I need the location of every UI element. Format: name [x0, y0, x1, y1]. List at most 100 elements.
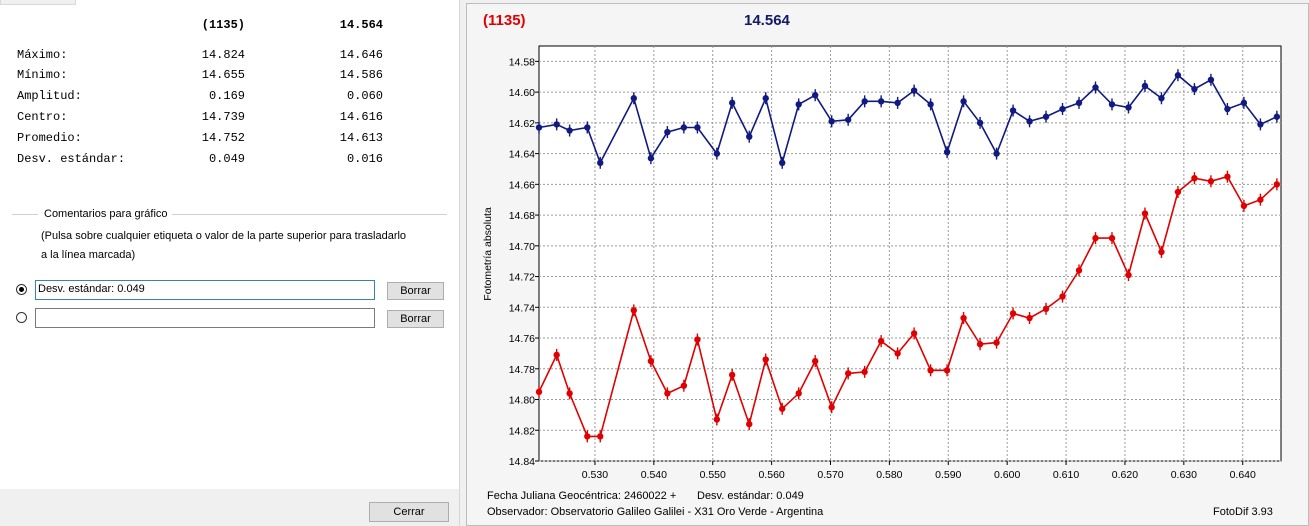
series-1-point	[566, 127, 573, 134]
close-button[interactable]: Cerrar	[369, 502, 449, 522]
stats-header-series-2[interactable]: 14.564	[339, 18, 383, 32]
comment-1-radio[interactable]	[16, 284, 27, 295]
comment-1-input[interactable]: Desv. estándar: 0.049	[35, 280, 375, 300]
comment-2-input[interactable]	[35, 308, 375, 328]
y-tick-label: 14.74	[509, 302, 535, 314]
stats-label-promedio[interactable]: Promedio:	[17, 131, 82, 145]
stats-value-promedio-1[interactable]: 14.752	[201, 131, 245, 145]
series-2-point	[1240, 202, 1248, 210]
series-1-point	[1108, 101, 1116, 108]
stats-header-series-1[interactable]: (1135)	[201, 18, 245, 32]
comment-2-radio[interactable]	[16, 312, 27, 323]
stats-value-desv-1[interactable]: 0.049	[208, 152, 245, 166]
series-2-point	[762, 356, 769, 363]
series-1-point	[1257, 121, 1264, 128]
series-1-point	[664, 128, 671, 136]
series-2-point	[553, 351, 560, 359]
series-1-point	[910, 87, 918, 94]
x-tick-label: 0.640	[1230, 469, 1256, 481]
x-tick-label: 0.560	[758, 469, 784, 481]
stats-value-amplitud-1[interactable]: 0.169	[208, 89, 245, 103]
series-2-point	[877, 337, 885, 345]
series-2-point	[1042, 305, 1050, 313]
series-1-point	[1026, 118, 1033, 125]
footer-annotation: Desv. estándar: 0.049	[697, 490, 804, 502]
x-tick-label: 0.600	[994, 469, 1020, 481]
y-tick-label: 14.72	[509, 272, 535, 284]
y-tick-label: 14.64	[509, 149, 535, 161]
series-1-point	[1224, 105, 1231, 113]
stats-label-centro[interactable]: Centro:	[17, 110, 68, 124]
series-2-point	[1224, 173, 1231, 180]
y-tick-label: 14.84	[509, 456, 535, 468]
stats-value-amplitud-2[interactable]: 0.060	[346, 89, 383, 103]
y-tick-label: 14.68	[509, 210, 535, 222]
series-2-point	[1174, 188, 1182, 196]
panel-splitter[interactable]	[459, 0, 466, 526]
series-2-point	[828, 404, 835, 411]
stats-value-promedio-2[interactable]: 14.613	[339, 131, 383, 145]
series-1-point	[647, 155, 655, 162]
series-1-point	[1059, 105, 1066, 113]
series-2-point	[1158, 248, 1165, 256]
series-1-point	[927, 101, 934, 108]
chart-title-series-1: (1135)	[483, 12, 526, 29]
y-tick-label: 14.60	[509, 87, 535, 99]
series-1-point	[597, 159, 604, 167]
series-1-point	[1158, 95, 1165, 102]
x-tick-label: 0.580	[876, 469, 902, 481]
stats-value-centro-2[interactable]: 14.616	[339, 110, 383, 124]
statistics-panel: (1135) 14.564 Máximo: 14.824 14.646 Míni…	[0, 0, 459, 489]
series-2-point	[943, 367, 951, 374]
stats-value-maximo-2[interactable]: 14.646	[339, 48, 383, 62]
series-2-point	[694, 336, 701, 343]
stats-label-amplitud[interactable]: Amplitud:	[17, 89, 82, 103]
comments-instructions: (Pulsa sobre cualquier etiqueta o valor …	[41, 227, 406, 265]
stats-label-minimo[interactable]: Mínimo:	[17, 68, 68, 82]
series-1-point	[811, 91, 819, 99]
stats-label-desv[interactable]: Desv. estándar:	[17, 152, 126, 166]
stats-value-minimo-2[interactable]: 14.586	[339, 68, 383, 82]
x-tick-label: 0.530	[582, 469, 608, 481]
footer-software-version: FotoDif 3.93	[1213, 506, 1273, 518]
series-1-point	[746, 133, 753, 140]
grid	[539, 46, 1281, 462]
x-tick-label: 0.630	[1171, 469, 1197, 481]
series-1-point	[553, 121, 560, 128]
comment-1-delete-button[interactable]: Borrar	[387, 282, 444, 300]
group-border-right	[172, 214, 447, 215]
stats-label-maximo[interactable]: Máximo:	[17, 48, 68, 62]
series-1-point	[894, 99, 901, 107]
y-tick-label: 14.62	[509, 118, 535, 130]
series-1-point	[1207, 76, 1215, 84]
y-tick-label: 14.82	[509, 425, 535, 437]
series-1-point	[1009, 107, 1017, 114]
series-1-point	[1092, 84, 1099, 91]
x-tick-label: 0.610	[1053, 469, 1079, 481]
y-tick-label: 14.76	[509, 333, 535, 345]
series-1-point	[1273, 113, 1281, 120]
series-2-point	[993, 339, 1000, 346]
series-2-point	[1207, 178, 1215, 185]
series-2-point	[960, 314, 967, 322]
series-1-point	[680, 124, 688, 131]
radio-selected-dot	[19, 287, 24, 292]
x-axis-ticks: 0.530 0.540 0.550 0.560 0.570 0.580 0.590 0.600…	[582, 461, 1256, 481]
stats-value-centro-1[interactable]: 14.739	[201, 110, 245, 124]
stats-value-maximo-1[interactable]: 14.824	[201, 48, 245, 62]
x-tick-label: 0.550	[700, 469, 726, 481]
series-2-point	[811, 357, 819, 365]
comments-instructions-line-2: a la línea marcada)	[41, 249, 136, 261]
series-1-point	[844, 116, 852, 123]
panel-tab[interactable]	[0, 0, 76, 5]
y-tick-label: 14.58	[509, 56, 535, 68]
data-series	[535, 69, 1281, 443]
series-1-point	[535, 124, 543, 131]
stats-value-minimo-1[interactable]: 14.655	[201, 68, 245, 82]
series-2-point	[1108, 234, 1116, 242]
stats-value-desv-2[interactable]: 0.016	[346, 152, 383, 166]
chart-title-series-2: 14.564	[744, 12, 790, 29]
series-2-point	[680, 382, 688, 389]
comment-2-delete-button[interactable]: Borrar	[387, 310, 444, 328]
series-1-point	[1191, 85, 1198, 93]
